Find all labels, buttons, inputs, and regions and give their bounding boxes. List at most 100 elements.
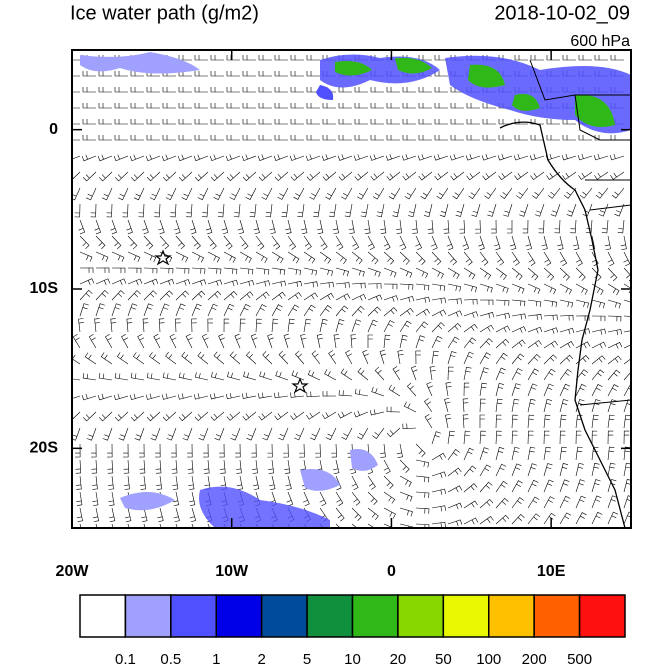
wind-barb <box>130 71 144 77</box>
wind-barb <box>146 87 160 93</box>
wind-barb <box>207 523 210 528</box>
wind-barb <box>415 296 431 303</box>
wind-barb <box>171 443 177 458</box>
colorbar-box <box>170 594 217 638</box>
wind-barb <box>607 315 622 322</box>
wind-barb <box>265 203 273 218</box>
wind-barb <box>225 154 241 162</box>
wind-barb <box>306 71 320 77</box>
wind-barb <box>233 203 241 218</box>
wind-barb <box>121 333 129 349</box>
colorbar-box <box>215 594 263 638</box>
wind-barb <box>379 443 386 458</box>
wind-barb <box>534 203 545 217</box>
wind-barb <box>482 103 496 109</box>
wind-barb <box>322 391 337 397</box>
wind-barb <box>351 235 360 250</box>
wind-barb <box>418 135 432 141</box>
wind-barb <box>484 187 497 200</box>
wind-barb <box>591 479 601 493</box>
wind-barb <box>250 333 258 349</box>
wind-barb <box>623 462 631 477</box>
wind-barb <box>529 153 545 161</box>
wind-barb <box>543 251 552 266</box>
wind-barb <box>351 491 361 506</box>
wind-barb <box>315 443 321 458</box>
wind-barb <box>278 350 289 365</box>
wind-barb <box>341 427 353 440</box>
wind-barb <box>482 135 496 141</box>
colorbar-label: 200 <box>522 651 547 667</box>
wind-barb <box>194 135 208 141</box>
wind-barb <box>607 251 615 267</box>
wind-barb <box>591 328 607 335</box>
wind-barb <box>283 443 289 458</box>
wind-barb <box>402 171 417 181</box>
wind-barb <box>410 365 418 381</box>
wind-barb <box>204 475 211 490</box>
wind-barb <box>319 281 334 288</box>
wind-barb <box>447 485 463 493</box>
wind-barb <box>173 507 180 523</box>
wind-barb <box>559 341 575 349</box>
wind-barb <box>594 135 608 141</box>
wind-barb <box>223 235 233 250</box>
wind-barb <box>197 351 209 365</box>
wind-barb <box>386 427 401 438</box>
wind-barb <box>379 349 387 365</box>
wind-barb <box>404 187 417 200</box>
wind-barb <box>130 103 144 109</box>
wind-barb <box>267 333 274 349</box>
wind-barb <box>107 459 114 474</box>
colorbar-label: 2 <box>257 651 265 667</box>
wind-barb <box>415 507 430 514</box>
wind-barb <box>98 119 112 125</box>
wind-barb <box>241 392 257 399</box>
wind-barb <box>369 409 385 416</box>
wind-barb <box>431 431 441 445</box>
wind-barb <box>431 488 447 495</box>
wind-barb <box>186 203 193 218</box>
wind-barb <box>463 366 472 381</box>
wind-barb <box>430 235 438 251</box>
wind-barb <box>406 382 417 397</box>
wind-barb <box>162 171 177 182</box>
wind-barb <box>610 55 624 61</box>
wind-barb <box>610 135 624 141</box>
wind-barb <box>459 219 465 234</box>
wind-barb <box>246 427 257 441</box>
wind-barb <box>591 414 599 429</box>
wind-barb <box>392 366 401 381</box>
level: 600 hPa <box>570 33 630 50</box>
wind-barb <box>242 87 256 93</box>
wind-barb <box>415 235 423 251</box>
wind-barb <box>146 135 160 141</box>
wind-barb <box>434 87 448 93</box>
wind-barb <box>210 87 224 93</box>
wind-barb <box>98 135 112 141</box>
wind-barb <box>575 299 589 308</box>
wind-barb <box>142 318 149 333</box>
wind-barb <box>290 71 304 77</box>
wind-barb <box>242 55 256 61</box>
wind-barb <box>466 119 480 125</box>
wind-barb <box>156 475 163 490</box>
wind-barb <box>126 318 133 333</box>
wind-barb <box>452 187 465 200</box>
wind-barb <box>417 154 433 161</box>
wind-barb <box>116 352 129 365</box>
wind-barb <box>538 219 545 234</box>
wind-barb <box>305 154 321 161</box>
wind-barb <box>623 330 631 333</box>
wind-barb <box>418 55 432 61</box>
wind-barb <box>111 278 127 286</box>
wind-barb <box>255 267 270 275</box>
wind-barb <box>258 135 272 141</box>
wind-barb <box>223 279 239 287</box>
wind-barb <box>367 507 379 521</box>
wind-barb <box>207 290 222 301</box>
wind-barb <box>513 153 529 161</box>
wind-barb <box>479 430 486 445</box>
wind-barb <box>399 235 407 251</box>
wind-barb <box>607 267 618 282</box>
